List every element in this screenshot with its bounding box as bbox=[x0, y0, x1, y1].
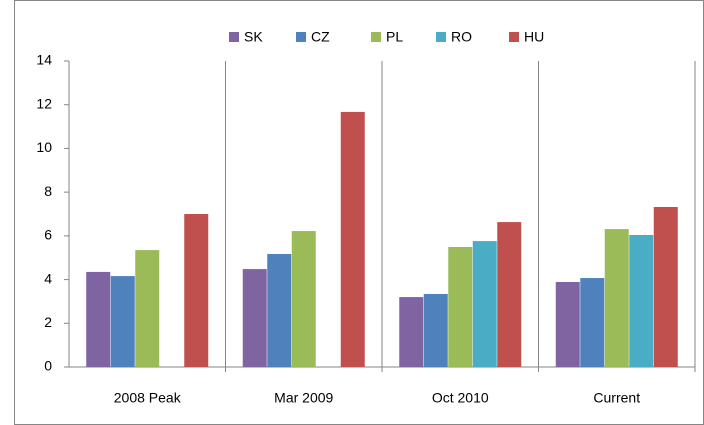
y-tick-label: 12 bbox=[36, 95, 52, 111]
bar bbox=[555, 281, 580, 367]
bar bbox=[291, 231, 316, 367]
y-tick-label: 6 bbox=[44, 227, 52, 243]
bar bbox=[448, 247, 473, 367]
bar bbox=[653, 207, 678, 367]
bar bbox=[267, 253, 292, 367]
legend-swatch bbox=[509, 32, 519, 42]
legend-swatch bbox=[229, 32, 239, 42]
y-tick-label: 8 bbox=[44, 183, 52, 199]
bar bbox=[86, 271, 111, 367]
bar bbox=[340, 111, 365, 367]
x-tick-label: Oct 2010 bbox=[432, 390, 489, 406]
legend-label: CZ bbox=[311, 29, 330, 45]
bar bbox=[184, 214, 209, 367]
bar bbox=[472, 241, 497, 367]
bar bbox=[423, 293, 448, 367]
legend-label: SK bbox=[244, 29, 263, 45]
y-tick-label: 0 bbox=[44, 358, 52, 374]
bar bbox=[399, 297, 424, 367]
bar bbox=[110, 276, 135, 367]
bar bbox=[629, 234, 654, 367]
y-tick-label: 14 bbox=[36, 52, 52, 68]
legend-label: PL bbox=[386, 29, 403, 45]
y-tick-label: 4 bbox=[44, 270, 52, 286]
x-tick-label: 2008 Peak bbox=[114, 390, 182, 406]
bar bbox=[580, 278, 605, 367]
x-tick-label: Current bbox=[593, 390, 640, 406]
legend-swatch bbox=[296, 32, 306, 42]
x-tick-label: Mar 2009 bbox=[274, 390, 333, 406]
bar bbox=[497, 222, 522, 367]
y-tick-label: 2 bbox=[44, 314, 52, 330]
legend-label: HU bbox=[524, 29, 544, 45]
legend-swatch bbox=[371, 32, 381, 42]
legend-swatch bbox=[436, 32, 446, 42]
bar bbox=[604, 229, 629, 367]
y-tick-label: 10 bbox=[36, 139, 52, 155]
bar bbox=[135, 250, 160, 367]
legend-label: RO bbox=[451, 29, 472, 45]
bar bbox=[242, 269, 267, 367]
